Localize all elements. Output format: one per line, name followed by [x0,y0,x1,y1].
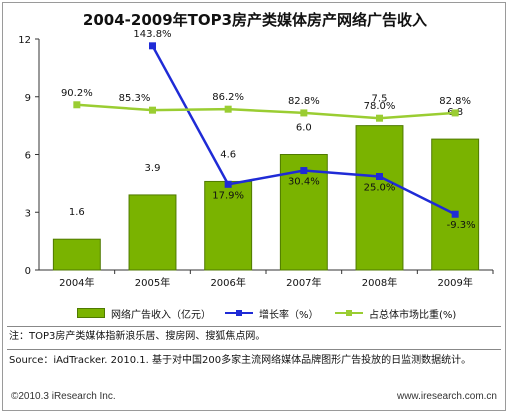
share-marker [300,109,308,117]
bar-data-label: 6.0 [296,123,312,134]
legend-item-growth: 增长率（%） [225,305,319,321]
x-tick-label: 2009年 [437,276,472,289]
growth-marker [224,180,232,188]
growth-data-label: 143.8% [133,29,171,40]
legend-label-growth: 增长率（%） [259,309,319,321]
chart-frame: 2004-2009年TOP3房产类媒体房产网络广告收入 0 3 6 9 12 2004年 2… [2,2,506,411]
separator-line [7,349,501,350]
legend-swatch-share [335,308,363,318]
growth-data-label: 17.9% [212,190,244,201]
chart-plot: 0 3 6 9 12 2004年 2005年 2006年 2007年 2008年 2009年 1.6 3… [18,29,494,289]
bar [128,194,177,271]
share-marker [451,109,459,117]
growth-marker [300,167,308,175]
legend-label-share: 占总体市场比重(%) [369,309,457,321]
bar [52,238,101,271]
y-tick-label: 9 [25,93,31,104]
bar [355,125,404,271]
bar [431,138,480,271]
legend-swatch-bar [77,308,105,318]
bar-data-label: 7.5 [372,94,388,105]
share-line [76,103,456,120]
y-tick-label: 6 [25,151,31,162]
growth-data-label: -9.3% [447,220,476,231]
separator-line [7,326,501,327]
source-text: Source：iAdTracker. 2010.1. 基于对中国200多家主流网… [9,355,472,366]
note-text: 注：TOP3房产类媒体指新浪乐居、搜房网、搜狐焦点网。 [9,331,266,342]
x-tick-label: 2004年 [59,276,94,289]
bar [204,180,253,271]
chart-legend: 网络广告收入（亿元） 增长率（%） 占总体市场比重(%) [3,305,507,321]
share-data-label: 82.8% [288,96,320,107]
share-marker [224,105,232,113]
chart-title: 2004-2009年TOP3房产类媒体房产网络广告收入 [82,11,428,29]
share-marker [376,114,383,122]
growth-data-label: 30.4% [288,177,320,188]
bar-data-label: 1.6 [69,207,85,218]
share-marker [73,101,81,109]
x-tick-label: 2008年 [362,276,397,289]
share-marker [149,106,156,114]
legend-swatch-growth [225,308,253,318]
legend-item-revenue: 网络广告收入（亿元） [77,305,211,321]
growth-marker [149,42,156,50]
legend-label-revenue: 网络广告收入（亿元） [111,309,211,321]
share-data-label: 90.2% [61,88,93,99]
x-tick-label: 2007年 [286,276,321,289]
growth-marker [451,210,459,218]
share-data-label: 85.3% [119,93,151,104]
y-tick-label: 12 [18,35,31,46]
x-tick-label: 2005年 [135,276,170,289]
footer-copyright: ©2010.3 iResearch Inc. [11,391,116,402]
bar-data-label: 3.9 [145,163,161,174]
growth-marker [376,173,383,180]
share-data-label: 82.8% [439,96,471,107]
x-tick-label: 2006年 [210,276,245,289]
growth-data-label: 25.0% [364,183,396,194]
legend-item-share: 占总体市场比重(%) [335,305,456,321]
y-tick-label: 3 [25,208,31,219]
share-data-label: 78.0% [364,101,396,112]
bar-data-label: 4.6 [220,149,236,160]
y-tick-label: 0 [25,266,31,277]
footer-website: www.iresearch.com.cn [396,391,497,402]
share-data-label: 86.2% [212,92,244,103]
